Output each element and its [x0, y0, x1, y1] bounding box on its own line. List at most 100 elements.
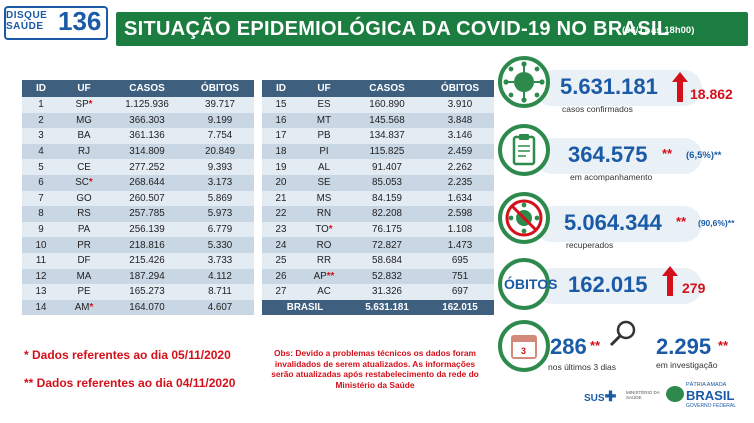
- cell-uf: TO*: [300, 221, 348, 238]
- logo-text: DISQUE SAÚDE: [6, 10, 47, 32]
- uf-text: RJ: [78, 146, 90, 158]
- table-row: 9 PA 256.139 6.779: [22, 221, 254, 238]
- page-title: SITUAÇÃO EPIDEMIOLÓGICA DA COVID-19 NO B…: [124, 18, 670, 40]
- cell-obitos: 5.330: [186, 237, 254, 253]
- table-row: 15 ES 160.890 3.910: [262, 97, 494, 113]
- table-row: 6 SC* 268.644 3.173: [22, 174, 254, 191]
- cell-casos: 58.684: [348, 252, 426, 269]
- uf-text: AL: [318, 161, 330, 173]
- cell-casos: 115.825: [348, 143, 426, 160]
- col-uf: UF: [60, 80, 108, 97]
- patria-text: PÁTRIA AMADA: [686, 382, 727, 388]
- uf-text: MT: [316, 114, 332, 126]
- cell-id: 10: [22, 237, 60, 253]
- uf-text: PB: [317, 130, 331, 142]
- confirmados-delta: 18.862: [690, 86, 733, 102]
- virus-icon: [498, 56, 550, 108]
- cell-uf: MA: [60, 268, 108, 285]
- cell-uf: AC: [300, 284, 348, 300]
- cell-casos: 1.125.936: [108, 97, 186, 113]
- table-row: 24 RO 72.827 1.473: [262, 237, 494, 253]
- gov-text: GOVERNO FEDERAL: [686, 403, 737, 409]
- ministerio-text: MINISTÉRIO DA SAÚDE: [626, 390, 660, 400]
- total-row: BRASIL 5.631.181 162.015: [262, 299, 494, 316]
- uf-text: CE: [77, 161, 91, 173]
- cell-casos: 277.252: [108, 159, 186, 175]
- cell-obitos: 4.607: [186, 299, 254, 316]
- cell-uf: BA: [60, 128, 108, 144]
- cell-obitos: 9.393: [186, 159, 254, 175]
- star-mark: **: [326, 270, 335, 282]
- cell-obitos: 3.173: [186, 174, 254, 191]
- cell-casos: 165.273: [108, 284, 186, 300]
- cell-id: 8: [22, 206, 60, 222]
- ultimos-stars: **: [590, 338, 601, 353]
- cell-id: 20: [262, 174, 300, 191]
- cell-id: 6: [22, 174, 60, 191]
- cell-id: 21: [262, 190, 300, 207]
- note-two-star: ** Dados referentes ao dia 04/11/2020: [24, 376, 236, 390]
- sus-text: SUS: [584, 393, 605, 404]
- uf-text: AP: [313, 270, 327, 282]
- cell-casos: 82.208: [348, 206, 426, 222]
- uf-text: SC: [75, 177, 89, 189]
- total-casos: 5.631.181: [348, 299, 426, 316]
- cell-id: 22: [262, 206, 300, 222]
- cell-uf: PA: [60, 221, 108, 238]
- cell-id: 23: [262, 221, 300, 238]
- logo-frame: [4, 6, 108, 40]
- cell-casos: 84.159: [348, 190, 426, 207]
- uf-text: ES: [317, 99, 331, 111]
- cell-uf: DF: [60, 252, 108, 269]
- disque-saude-logo: DISQUE SAÚDE 136: [4, 4, 108, 44]
- states-table-left: ID UF CASOS ÓBITOS 1 SP* 1.125.936 39.717 2 M…: [22, 80, 254, 316]
- sus-logo: SUS✚: [584, 388, 617, 404]
- confirmados-label: casos confirmados: [562, 104, 633, 114]
- stat-bar-acompanhamento: [534, 138, 702, 174]
- logo-number: 136: [58, 6, 102, 36]
- table-row: 18 PI 115.825 2.459: [262, 143, 494, 160]
- uf-text: TO: [315, 224, 329, 236]
- cell-obitos: 1.634: [426, 190, 494, 207]
- col-obitos: ÓBITOS: [186, 80, 254, 97]
- uf-text: PR: [77, 239, 91, 251]
- obitos-delta: 279: [682, 280, 706, 296]
- table-row: 1 SP* 1.125.936 39.717: [22, 97, 254, 113]
- table-row: 14 AM* 164.070 4.607: [22, 299, 254, 316]
- cell-uf: PB: [300, 128, 348, 144]
- cell-uf: RN: [300, 206, 348, 222]
- table-row: 25 RR 58.684 695: [262, 252, 494, 269]
- logo-line1: DISQUE: [6, 10, 48, 21]
- cell-casos: 361.136: [108, 128, 186, 144]
- cell-id: 18: [262, 143, 300, 160]
- magnifier-icon: [608, 318, 638, 348]
- cell-casos: 134.837: [348, 128, 426, 144]
- cell-id: 1: [22, 97, 60, 113]
- uf-text: RO: [316, 239, 332, 251]
- cell-uf: AM*: [60, 299, 108, 316]
- uf-text: RR: [316, 255, 332, 267]
- cell-id: 15: [262, 97, 300, 113]
- uf-text: DF: [77, 255, 91, 267]
- up-arrow-icon: [672, 72, 688, 102]
- table-row: 12 MA 187.294 4.112: [22, 268, 254, 285]
- col-id: ID: [22, 80, 60, 97]
- cell-casos: 260.507: [108, 190, 186, 207]
- cell-casos: 160.890: [348, 97, 426, 113]
- table-header: ID UF CASOS ÓBITOS: [22, 80, 254, 97]
- cell-casos: 215.426: [108, 252, 186, 269]
- table-row: 7 GO 260.507 5.869: [22, 190, 254, 207]
- cell-obitos: 9.199: [186, 112, 254, 129]
- cell-obitos: 2.459: [426, 143, 494, 160]
- investigacao-value: 2.295: [656, 334, 712, 359]
- logo-line2: SAÚDE: [6, 21, 44, 32]
- uf-text: AM: [74, 302, 90, 314]
- cell-obitos: 39.717: [186, 97, 254, 113]
- uf-text: PE: [77, 286, 91, 298]
- cell-uf: MG: [60, 112, 108, 129]
- table-row: 10 PR 218.816 5.330: [22, 237, 254, 253]
- uf-text: AC: [317, 286, 331, 298]
- cell-casos: 52.832: [348, 268, 426, 285]
- uf-text: RS: [77, 208, 91, 220]
- investigacao-stars: **: [718, 338, 729, 353]
